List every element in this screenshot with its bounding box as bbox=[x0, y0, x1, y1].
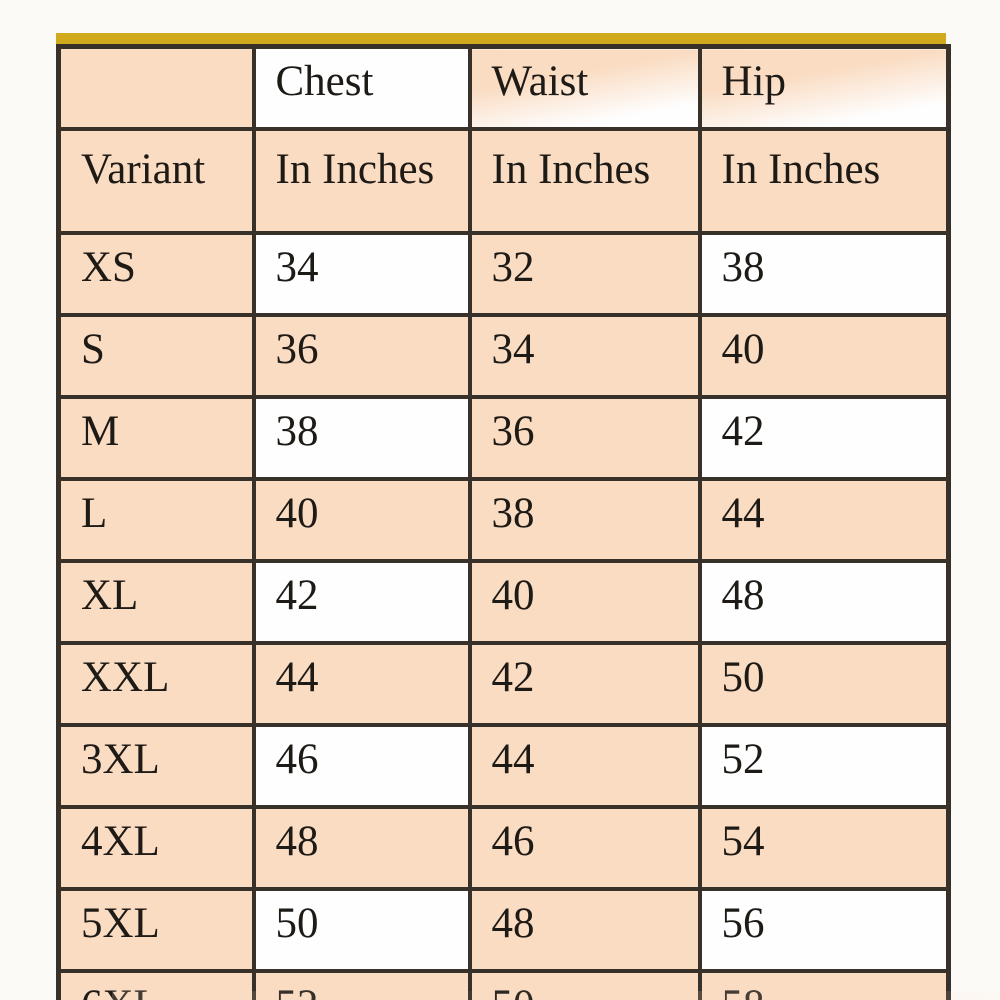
corner-cell bbox=[56, 44, 256, 131]
waist-cell: 36 bbox=[467, 395, 702, 481]
waist-cell: 42 bbox=[467, 641, 702, 727]
hip-cell: 44 bbox=[697, 477, 951, 563]
chest-cell: 50 bbox=[251, 887, 472, 973]
hip-cell: 40 bbox=[697, 313, 951, 399]
table-row-xl: XL 42 40 48 bbox=[56, 559, 951, 645]
table-row-l: L 40 38 44 bbox=[56, 477, 951, 563]
hip-cell: 50 bbox=[697, 641, 951, 727]
hip-unit-header: In Inches bbox=[697, 127, 951, 235]
chest-cell: 46 bbox=[251, 723, 472, 809]
chest-cell: 38 bbox=[251, 395, 472, 481]
variant-cell: M bbox=[56, 395, 256, 481]
waist-cell: 48 bbox=[467, 887, 702, 973]
hip-cell: 48 bbox=[697, 559, 951, 645]
waist-cell: 38 bbox=[467, 477, 702, 563]
hip-cell: 54 bbox=[697, 805, 951, 891]
hip-cell: 38 bbox=[697, 231, 951, 317]
table-row-xxl: XXL 44 42 50 bbox=[56, 641, 951, 727]
variant-cell: XXL bbox=[56, 641, 256, 727]
hip-cell: 42 bbox=[697, 395, 951, 481]
header-row-units: Variant In Inches In Inches In Inches bbox=[56, 127, 951, 235]
variant-cell: S bbox=[56, 313, 256, 399]
table-row-4xl: 4XL 48 46 54 bbox=[56, 805, 951, 891]
waist-cell: 32 bbox=[467, 231, 702, 317]
chest-cell: 48 bbox=[251, 805, 472, 891]
waist-unit-header: In Inches bbox=[467, 127, 702, 235]
variant-cell: L bbox=[56, 477, 256, 563]
chest-cell: 36 bbox=[251, 313, 472, 399]
waist-cell: 50 bbox=[467, 969, 702, 1000]
waist-cell: 34 bbox=[467, 313, 702, 399]
variant-cell: XS bbox=[56, 231, 256, 317]
hip-cell: 52 bbox=[697, 723, 951, 809]
waist-cell: 44 bbox=[467, 723, 702, 809]
chest-cell: 42 bbox=[251, 559, 472, 645]
chest-cell: 40 bbox=[251, 477, 472, 563]
waist-cell: 40 bbox=[467, 559, 702, 645]
background-artifact bbox=[112, 991, 1000, 1000]
variant-cell: 4XL bbox=[56, 805, 256, 891]
table-row-5xl: 5XL 50 48 56 bbox=[56, 887, 951, 973]
chest-cell: 34 bbox=[251, 231, 472, 317]
header-row-measurements: Chest Waist Hip bbox=[56, 44, 951, 131]
hip-header: Hip bbox=[697, 44, 951, 131]
variant-cell: 5XL bbox=[56, 887, 256, 973]
waist-header: Waist bbox=[467, 44, 702, 131]
chest-unit-header: In Inches bbox=[251, 127, 472, 235]
variant-cell: 3XL bbox=[56, 723, 256, 809]
table-row-3xl: 3XL 46 44 52 bbox=[56, 723, 951, 809]
table-row-s: S 36 34 40 bbox=[56, 313, 951, 399]
variant-cell: XL bbox=[56, 559, 256, 645]
size-chart-table: Chest Waist Hip Variant In Inches In Inc… bbox=[56, 44, 951, 1000]
hip-cell: 58 bbox=[697, 969, 951, 1000]
size-chart: Chest Waist Hip Variant In Inches In Inc… bbox=[56, 33, 1000, 1000]
table-row-6xl: 6XL 52 50 58 bbox=[56, 969, 951, 1000]
table-row-xs: XS 34 32 38 bbox=[56, 231, 951, 317]
gold-top-border bbox=[56, 33, 946, 44]
chest-cell: 52 bbox=[251, 969, 472, 1000]
variant-cell: 6XL bbox=[56, 969, 256, 1000]
chest-header: Chest bbox=[251, 44, 472, 131]
variant-header: Variant bbox=[56, 127, 256, 235]
hip-cell: 56 bbox=[697, 887, 951, 973]
waist-cell: 46 bbox=[467, 805, 702, 891]
chest-cell: 44 bbox=[251, 641, 472, 727]
table-row-m: M 38 36 42 bbox=[56, 395, 951, 481]
